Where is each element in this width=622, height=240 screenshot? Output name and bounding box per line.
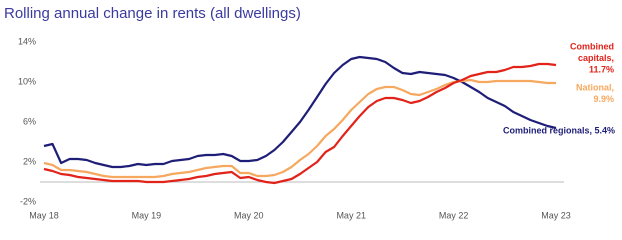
y-tick-label: 6% bbox=[23, 116, 36, 126]
x-tick-label: May 20 bbox=[234, 210, 264, 220]
series-label: National, bbox=[576, 82, 614, 92]
y-tick-label: 10% bbox=[18, 76, 36, 86]
chart: Rolling annual change in rents (all dwel… bbox=[4, 5, 615, 220]
series-line bbox=[43, 62, 557, 185]
series-line bbox=[43, 55, 557, 169]
x-tick-label: May 22 bbox=[439, 210, 469, 220]
y-tick-label: 14% bbox=[18, 36, 36, 46]
x-tick-label: May 23 bbox=[541, 210, 571, 220]
y-tick-label: 2% bbox=[23, 156, 36, 166]
x-tick-label: May 19 bbox=[132, 210, 162, 220]
x-tick-label: May 18 bbox=[29, 210, 59, 220]
x-tick-label: May 21 bbox=[336, 210, 366, 220]
chart-title: Rolling annual change in rents (all dwel… bbox=[4, 5, 301, 22]
series-label: Combined bbox=[570, 41, 614, 51]
series-label: Combined regionals, 5.4% bbox=[503, 125, 615, 135]
series-line bbox=[43, 78, 556, 179]
y-tick-label: -2% bbox=[20, 196, 36, 206]
series-label: capitals, bbox=[578, 53, 614, 63]
series-label: 11.7% bbox=[589, 64, 614, 74]
series-label: 9.9% bbox=[593, 94, 614, 104]
